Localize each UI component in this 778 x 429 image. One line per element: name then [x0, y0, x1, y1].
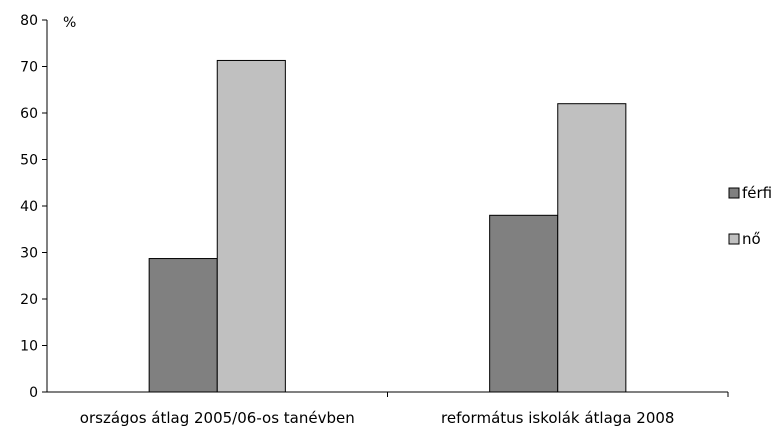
legend: férfi nő — [728, 184, 772, 248]
bar-férfi-1 — [148, 258, 218, 393]
y-tick-label: 20 — [20, 292, 38, 308]
y-axis-ticks: 0 10 20 30 40 50 60 70 80 — [20, 13, 47, 401]
y-tick-label: 60 — [20, 106, 38, 122]
bar-férfi-2 — [489, 214, 559, 393]
bar-nő-2 — [557, 103, 627, 393]
x-axis-category-labels: országos átlag 2005/06-os tanévben reform… — [80, 392, 729, 427]
y-tick-label: 30 — [20, 246, 38, 262]
x-category-label: országos átlag 2005/06-os tanévben — [80, 409, 355, 427]
legend-label-nő: nő — [742, 230, 761, 248]
bar-nő-1 — [216, 59, 286, 393]
y-tick-label: 50 — [20, 153, 38, 169]
bars — [148, 59, 627, 393]
legend-swatch-nő — [728, 233, 740, 245]
y-tick-label: 0 — [29, 385, 38, 401]
legend-label-férfi: férfi — [742, 184, 772, 202]
legend-swatch-férfi — [728, 187, 740, 199]
y-axis-unit-label: % — [63, 15, 76, 31]
x-category-label: református iskolák átlaga 2008 — [441, 409, 674, 427]
y-tick-label: 40 — [20, 199, 38, 215]
y-tick-label: 10 — [20, 339, 38, 355]
y-tick-label: 80 — [20, 13, 38, 29]
y-tick-label: 70 — [20, 60, 38, 76]
